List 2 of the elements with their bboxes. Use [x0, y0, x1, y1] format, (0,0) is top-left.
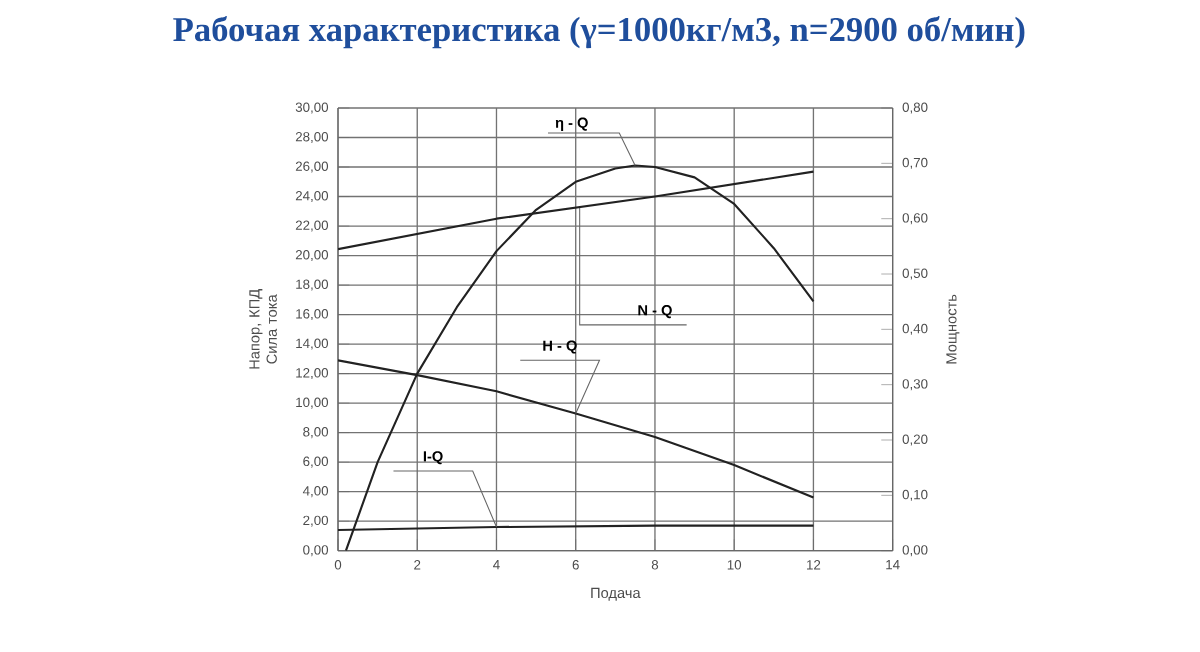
chart-title: Рабочая характеристика (γ=1000кг/м3, n=2900 об/мин): [173, 16, 1025, 49]
line-series: [344, 164, 815, 551]
